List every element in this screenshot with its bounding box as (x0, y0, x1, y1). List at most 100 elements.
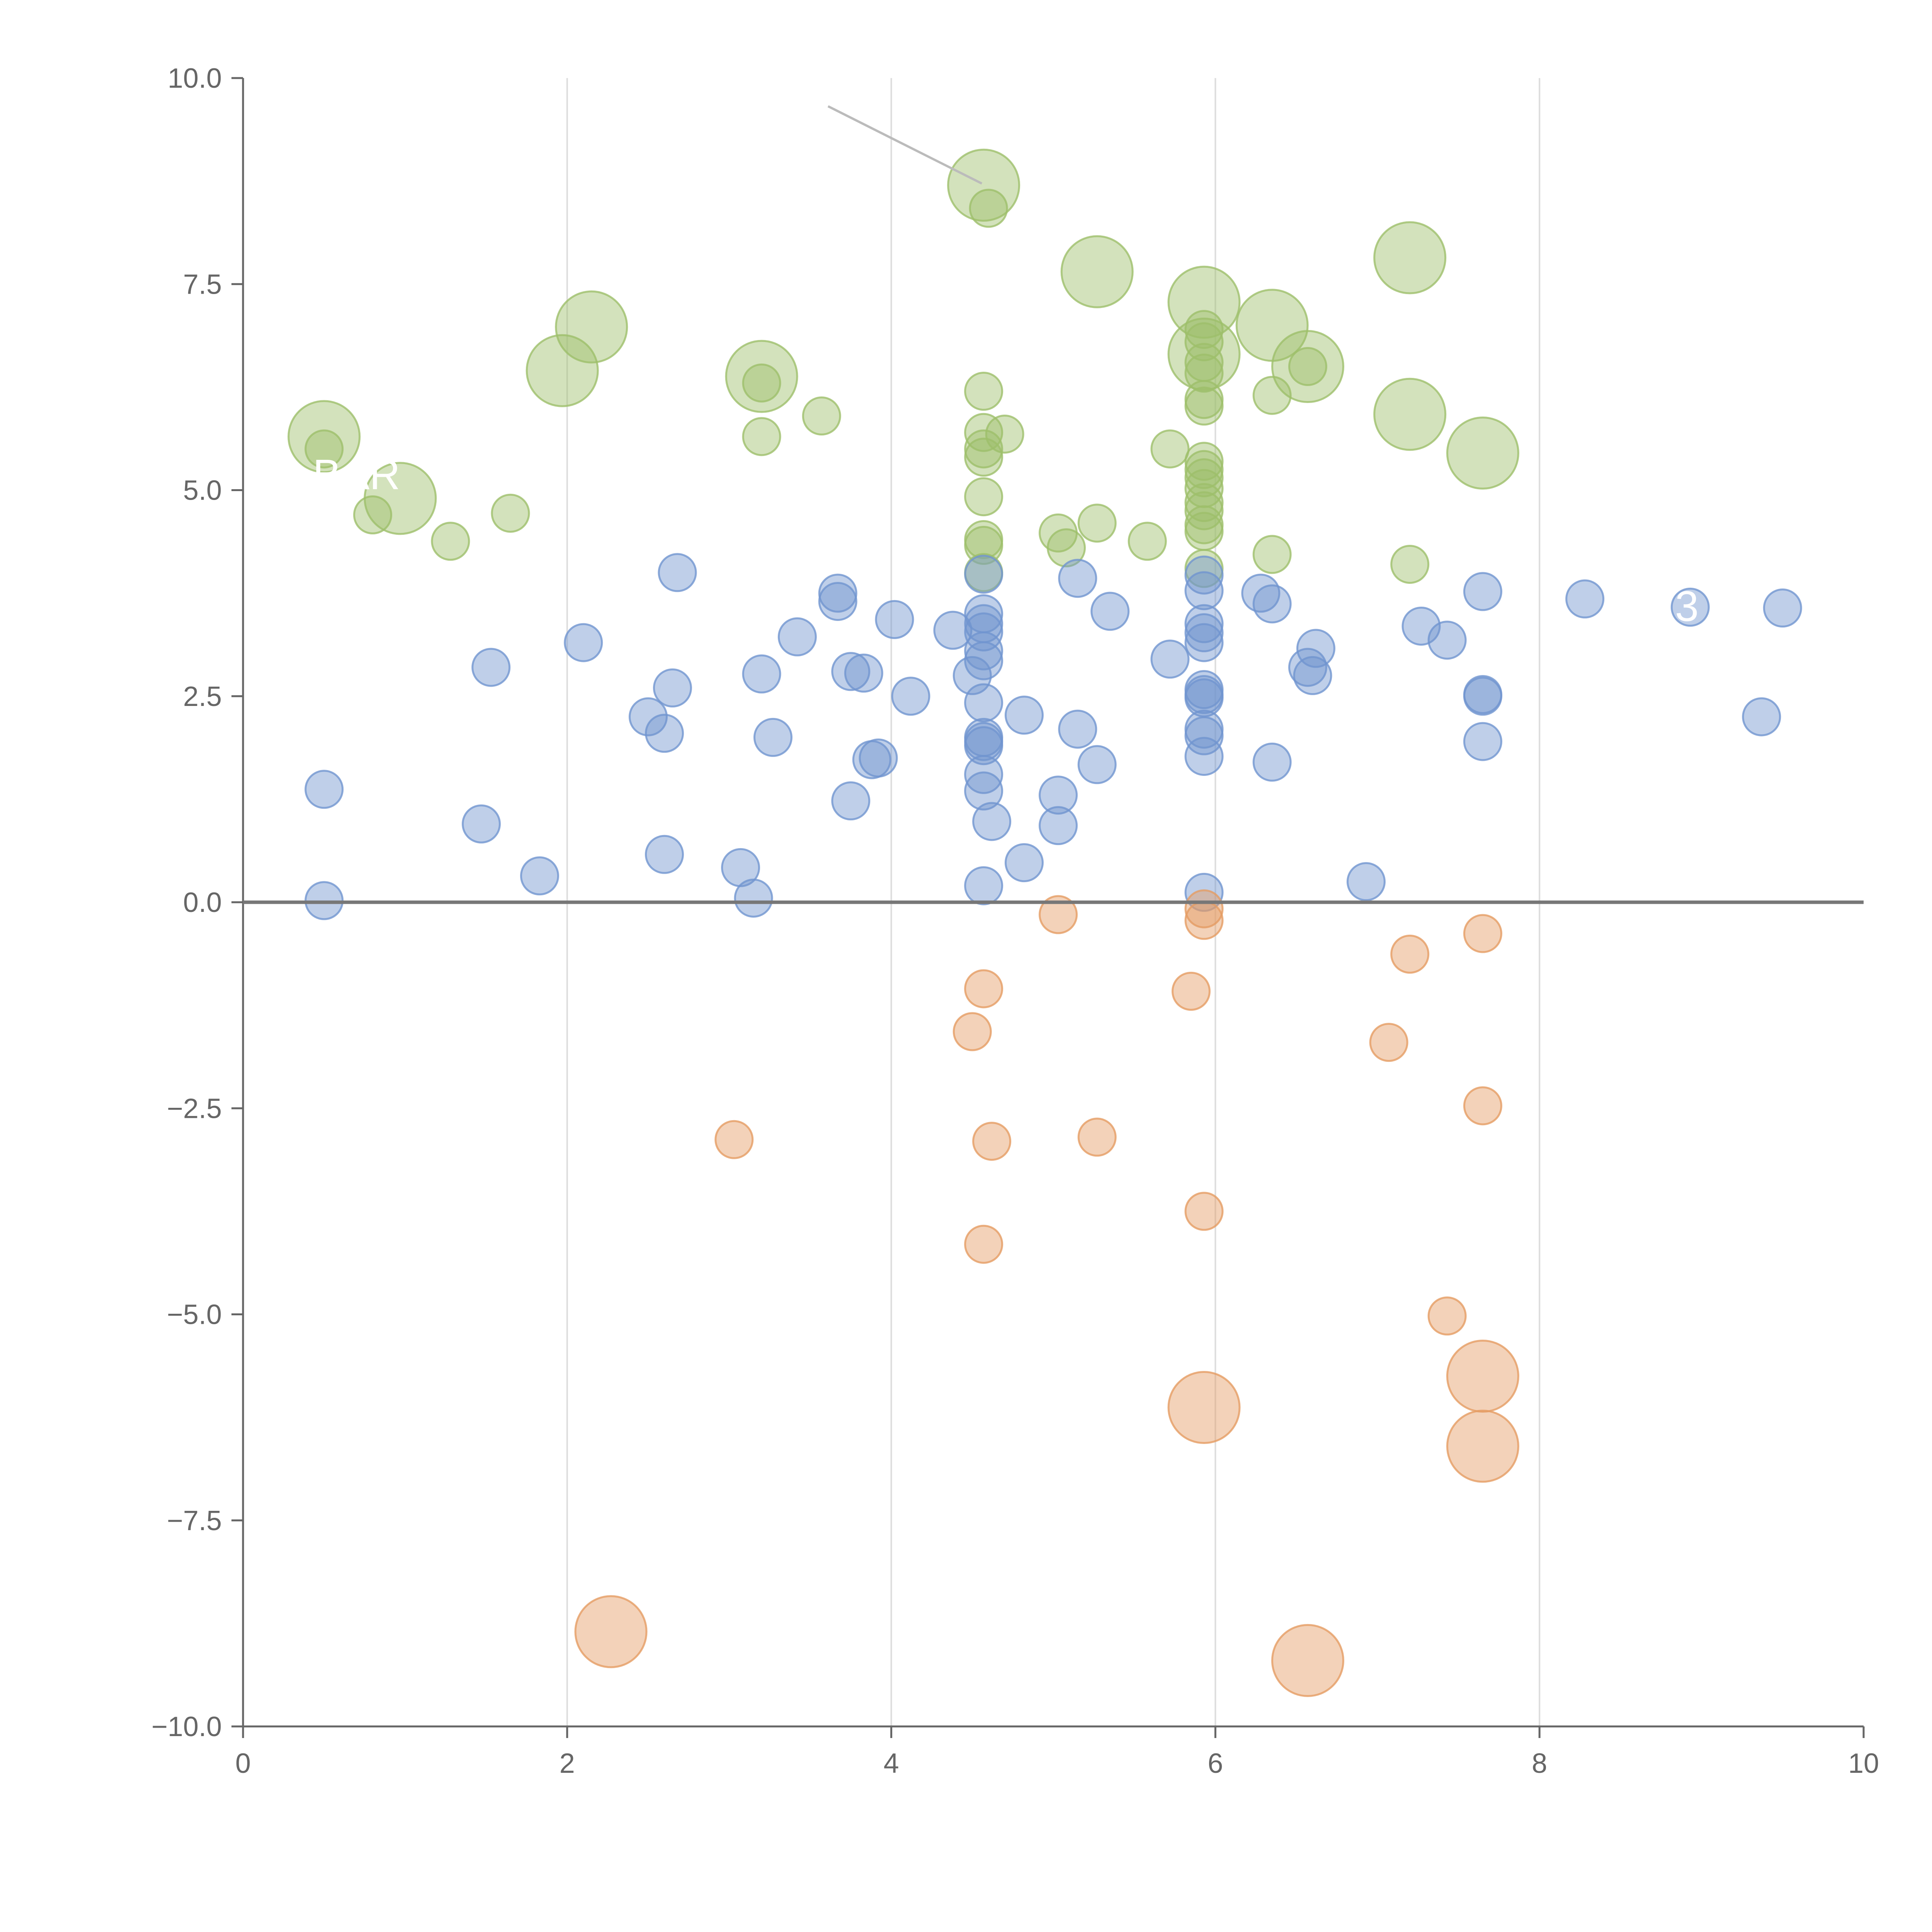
series-blue (304, 553, 1802, 920)
data-point (304, 429, 344, 469)
annotation-label: 0.3 (1639, 583, 1699, 630)
data-point (1288, 347, 1327, 386)
y-tick-label: 2.5 (183, 681, 222, 712)
data-point (969, 189, 1008, 228)
annotation-label: BAR (313, 451, 400, 498)
data-point (964, 429, 1003, 469)
data-point (1184, 571, 1224, 611)
data-point (1150, 639, 1190, 679)
data-point (734, 878, 773, 918)
data-point (1184, 901, 1224, 940)
data-point (964, 755, 1003, 794)
y-tick-label: −7.5 (167, 1505, 222, 1536)
series-green (287, 148, 1519, 592)
data-point (364, 462, 437, 535)
data-point (1390, 934, 1430, 974)
data-point (1296, 629, 1335, 668)
data-point (1373, 221, 1447, 294)
data-point (802, 396, 841, 436)
data-point (972, 802, 1012, 841)
x-tick-label: 8 (1532, 1748, 1547, 1779)
data-point (1167, 1371, 1241, 1444)
data-point (1005, 843, 1044, 883)
data-point (742, 654, 781, 694)
data-point (1252, 376, 1292, 415)
data-point (462, 804, 501, 844)
data-point (1670, 587, 1710, 627)
data-point (526, 334, 599, 407)
data-point (777, 617, 817, 656)
data-point (1252, 535, 1292, 574)
data-point (564, 623, 603, 662)
data-point (1077, 1117, 1117, 1157)
data-point (964, 1225, 1003, 1264)
data-point (1252, 584, 1292, 624)
data-point (1252, 742, 1292, 782)
data-point (1184, 512, 1224, 551)
data-point (859, 738, 898, 778)
data-point (964, 372, 1003, 411)
data-point (353, 495, 393, 534)
data-point (1039, 806, 1078, 845)
data-point (947, 148, 1020, 222)
data-point (1150, 429, 1190, 469)
data-point (1184, 736, 1224, 776)
data-point (1184, 623, 1224, 662)
data-point (742, 363, 781, 403)
data-point (714, 1120, 754, 1159)
leader-line (827, 105, 983, 185)
data-point (574, 1595, 648, 1668)
y-tick-label: 7.5 (183, 269, 222, 300)
data-point (964, 641, 1003, 680)
data-point (491, 493, 530, 533)
y-tick-label: −10.0 (151, 1711, 222, 1742)
data-point (1401, 606, 1441, 646)
data-point (1463, 722, 1502, 761)
data-point (1077, 503, 1117, 543)
data-point (1463, 914, 1502, 953)
data-point (1184, 322, 1224, 362)
data-point (555, 290, 628, 364)
data-point (964, 437, 1003, 477)
data-point (471, 648, 511, 687)
data-point (725, 340, 798, 413)
data-point (964, 726, 1003, 765)
y-tick-label: 5.0 (183, 475, 222, 506)
data-point (964, 969, 1003, 1009)
data-point (1077, 745, 1117, 784)
data-point (1763, 588, 1802, 628)
data-point (1128, 522, 1167, 561)
data-point (1039, 776, 1078, 815)
data-point (964, 683, 1003, 723)
data-point (1184, 491, 1224, 531)
data-point (1427, 1296, 1467, 1336)
data-point (1463, 677, 1502, 716)
data-point (1463, 1086, 1502, 1126)
axis-ticks: 0 2 4 6 8 10 10.0 7.5 5.0 2.5 0.0 −2.5 −5.0 −7.5 −10.0 (151, 63, 1879, 1779)
data-point (875, 600, 914, 639)
data-point (891, 677, 930, 716)
x-tick-label: 10 (1848, 1748, 1879, 1779)
data-point (1446, 1339, 1519, 1413)
data-point (1427, 621, 1467, 660)
y-tick-label: −2.5 (167, 1093, 222, 1124)
annotations: BAR 0.3 (313, 105, 1699, 630)
data-point (964, 866, 1003, 905)
data-point (964, 477, 1003, 517)
data-point (952, 1012, 992, 1051)
data-point (1369, 1023, 1408, 1062)
data-point (1446, 1410, 1519, 1483)
data-point (1565, 579, 1605, 619)
data-point (1184, 483, 1224, 522)
data-point (1090, 592, 1130, 631)
series-orange (574, 889, 1519, 1697)
data-point (1271, 330, 1344, 403)
data-point (831, 652, 871, 691)
data-point (1373, 378, 1447, 451)
data-point (1171, 971, 1211, 1011)
data-point (742, 417, 781, 456)
data-point (431, 522, 470, 561)
data-points (287, 148, 1802, 1697)
data-point (818, 573, 857, 613)
data-point (645, 835, 684, 874)
